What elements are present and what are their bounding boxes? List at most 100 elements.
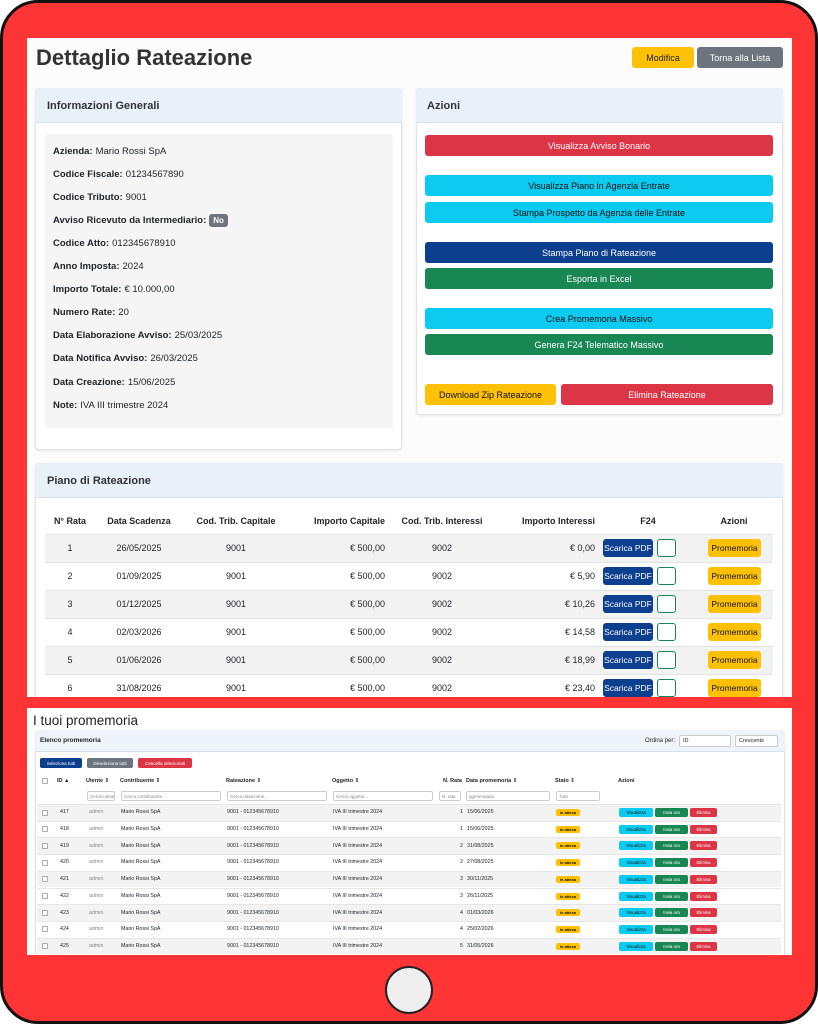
back-button[interactable]: Torna alla Lista (697, 47, 783, 68)
reminder-action-button[interactable]: Visualizza (619, 824, 653, 834)
filter-input[interactable]: Cerca oggetto... (333, 791, 433, 801)
action-button[interactable]: Elimina Rateazione (561, 384, 773, 405)
reminder-action-button[interactable]: Elimina (690, 874, 717, 884)
plan-cell: 02/03/2026 (116, 627, 162, 637)
reminder-action-button[interactable]: Invia ora (655, 924, 688, 934)
plan-cell: 9002 (431, 543, 453, 553)
home-button[interactable] (385, 966, 433, 1014)
action-button[interactable]: Visualizza Piano in Agenzia Entrate (425, 175, 773, 196)
bulk-button[interactable]: Cancella selezionati (138, 758, 192, 768)
field-label: Codice Tributo: (53, 191, 123, 203)
sort-order-select[interactable]: Crescente (735, 735, 778, 747)
row-checkbox[interactable] (42, 943, 48, 950)
row-checkbox[interactable] (42, 876, 48, 883)
reminder-button[interactable]: Promemoria (708, 679, 761, 697)
f24-icon-button[interactable] (657, 539, 676, 557)
row-checkbox[interactable] (42, 826, 48, 833)
pdf-button[interactable]: Scarica PDF (603, 567, 653, 585)
reminder-cell: IVA III trimestre 2024 (333, 909, 383, 916)
reminder-action-button[interactable]: Invia ora (655, 908, 688, 918)
reminder-action-button[interactable]: Visualizza (619, 874, 653, 884)
status-badge: In attesa (556, 925, 580, 933)
reminder-cell: IVA III trimestre 2024 (333, 859, 383, 866)
header-checkbox[interactable] (42, 778, 48, 784)
reminder-button[interactable]: Promemoria (708, 623, 761, 641)
reminder-button[interactable]: Promemoria (708, 567, 761, 585)
row-checkbox[interactable] (42, 893, 48, 899)
action-button[interactable]: Stampa Prospetto da Agenzia delle Entrat… (425, 202, 773, 223)
reminder-cell: Mario Rossi SpA (121, 826, 161, 833)
f24-icon-button[interactable] (657, 623, 676, 641)
plan-cell: 3 (67, 599, 73, 609)
f24-icon-button[interactable] (657, 651, 676, 669)
reminder-action-button[interactable]: Invia ora (655, 941, 688, 951)
action-button[interactable]: Crea Promemoria Massivo (425, 308, 773, 329)
reminder-cell: Mario Rossi SpA (121, 859, 161, 866)
field-label: Note: (53, 399, 78, 411)
filter-input[interactable]: Cerca utente (87, 791, 115, 801)
reminder-cell: 4 (460, 926, 463, 933)
reminder-action-button[interactable]: Elimina (690, 941, 717, 951)
reminder-action-button[interactable]: Elimina (690, 924, 717, 934)
reminder-action-button[interactable]: Invia ora (655, 808, 688, 817)
reminder-action-button[interactable]: Visualizza (619, 891, 653, 901)
reminder-row (37, 820, 781, 838)
filter-input[interactable]: N. rata (439, 791, 461, 801)
edit-button[interactable]: Modifica (632, 47, 694, 68)
action-button[interactable]: Visualizza Avviso Bonario (425, 135, 773, 156)
reminder-action-button[interactable]: Elimina (690, 891, 717, 901)
action-button[interactable]: Genera F24 Telematico Massivo (425, 334, 773, 355)
reminder-button[interactable]: Promemoria (708, 595, 761, 613)
reminder-action-button[interactable]: Elimina (690, 841, 717, 851)
filter-input[interactable]: Cerca contribuente... (121, 791, 221, 801)
reminder-action-button[interactable]: Elimina (690, 858, 717, 868)
reminder-action-button[interactable]: Visualizza (619, 908, 653, 918)
row-checkbox[interactable] (42, 926, 48, 933)
bulk-button[interactable]: Deseleziona tutti (87, 758, 133, 768)
row-checkbox[interactable] (42, 859, 48, 866)
action-button[interactable]: Stampa Piano di Rateazione (425, 242, 773, 263)
reminder-action-button[interactable]: Invia ora (655, 874, 688, 884)
reminder-action-button[interactable]: Invia ora (655, 841, 688, 851)
action-button[interactable]: Download Zip Rateazione (425, 384, 556, 405)
reminder-cell: 418 (60, 826, 69, 833)
reminder-row (37, 870, 781, 888)
pdf-button[interactable]: Scarica PDF (603, 679, 653, 697)
row-checkbox[interactable] (42, 842, 48, 849)
reminder-cell: 15/06/2025 (467, 826, 494, 833)
bulk-button[interactable]: Seleziona tutti (40, 758, 82, 768)
action-button[interactable]: Esporta in Excel (425, 268, 773, 289)
row-checkbox[interactable] (42, 809, 48, 816)
reminders-column-header: Stato ⇕ (555, 778, 575, 784)
reminder-action-button[interactable]: Visualizza (619, 924, 653, 934)
reminder-cell: 1 (460, 826, 463, 833)
reminder-action-button[interactable]: Elimina (690, 808, 717, 817)
filter-input[interactable]: Cerca rateazione... (227, 791, 327, 801)
pdf-button[interactable]: Scarica PDF (603, 623, 653, 641)
f24-icon-button[interactable] (657, 567, 676, 585)
field-value: 25/03/2025 (174, 330, 223, 342)
reminder-action-button[interactable]: Invia ora (655, 824, 688, 834)
f24-icon-button[interactable] (657, 595, 676, 613)
reminder-action-button[interactable]: Visualizza (619, 941, 653, 951)
reminder-action-button[interactable]: Visualizza (619, 858, 653, 868)
pdf-button[interactable]: Scarica PDF (603, 595, 653, 613)
reminder-action-button[interactable]: Invia ora (655, 858, 688, 868)
f24-icon-button[interactable] (657, 679, 676, 697)
sort-field-select[interactable]: ID (679, 735, 731, 747)
filter-input[interactable]: Tutti (556, 791, 600, 801)
reminder-action-button[interactable]: Visualizza (619, 808, 653, 817)
pdf-button[interactable]: Scarica PDF (603, 651, 653, 669)
reminder-cell: IVA III trimestre 2024 (333, 826, 383, 833)
reminders-column-header: ID ▲ (57, 778, 70, 784)
reminder-button[interactable]: Promemoria (708, 539, 761, 557)
reminder-action-button[interactable]: Elimina (690, 824, 717, 834)
reminder-cell: IVA III trimestre 2024 (333, 892, 383, 899)
reminder-action-button[interactable]: Elimina (690, 908, 717, 918)
reminder-action-button[interactable]: Visualizza (619, 841, 653, 851)
row-checkbox[interactable] (42, 909, 48, 916)
reminder-action-button[interactable]: Invia ora (655, 891, 688, 901)
reminder-button[interactable]: Promemoria (708, 651, 761, 669)
pdf-button[interactable]: Scarica PDF (603, 539, 653, 557)
filter-input[interactable]: gg/mm/aaaa (466, 791, 550, 801)
